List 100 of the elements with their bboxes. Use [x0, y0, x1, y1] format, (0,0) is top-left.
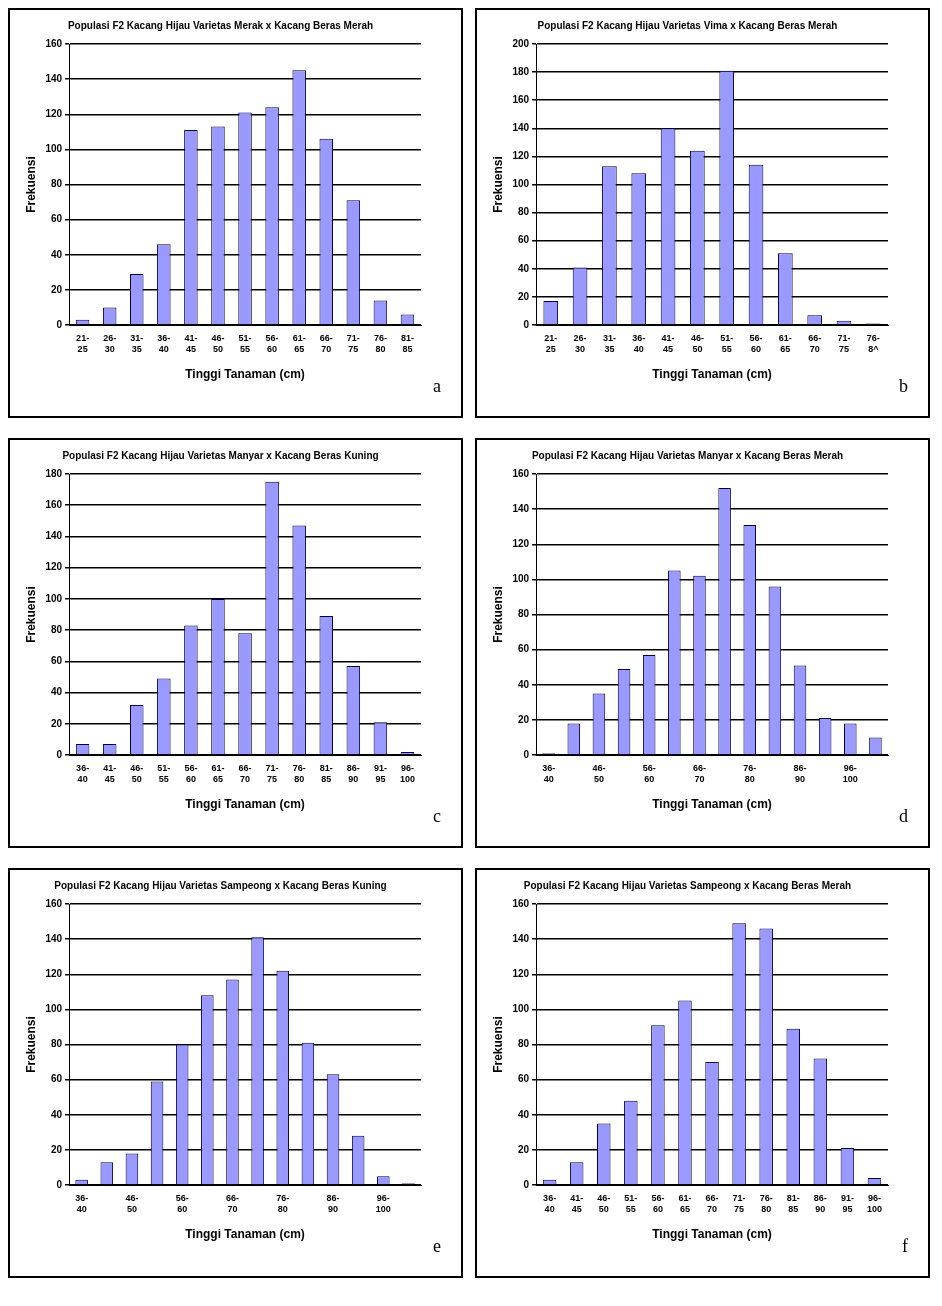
y-tick-label: 20 — [50, 283, 63, 295]
y-tick-label: 40 — [50, 1108, 63, 1120]
y-tick-label: 100 — [45, 592, 63, 604]
x-tick-label: 76-80 — [292, 762, 306, 784]
y-tick-label: 100 — [45, 143, 63, 155]
y-tick-label: 20 — [50, 717, 63, 729]
chart-title: Populasi F2 Kacang Hijau Varietas Sampeong x Kacang Beras Merah — [523, 879, 852, 891]
x-tick-label: 46-50 — [690, 332, 704, 354]
y-tick-label: 140 — [512, 932, 530, 944]
y-tick-label: 0 — [56, 748, 63, 760]
y-tick-label: 80 — [517, 1038, 530, 1050]
y-tick-label: 160 — [512, 467, 530, 479]
y-tick-label: 20 — [517, 713, 530, 725]
y-tick-label: 100 — [512, 573, 530, 585]
x-tick-label: 56-60 — [175, 1192, 189, 1214]
y-tick-label: 160 — [45, 37, 63, 49]
x-tick-label: 56-60 — [184, 762, 198, 784]
x-tick-label: 31-35 — [130, 332, 144, 354]
x-tick-label: 66-70 — [319, 332, 333, 354]
y-tick-label: 140 — [512, 502, 530, 514]
x-tick-label: 76-80 — [759, 1192, 773, 1214]
x-tick-label: 31-35 — [602, 332, 616, 354]
y-tick-label: 80 — [50, 623, 63, 635]
y-tick-label: 120 — [512, 538, 530, 549]
x-tick-label: 26-30 — [103, 332, 117, 354]
x-tick-label: 66-70 — [808, 332, 822, 354]
y-tick-label: 80 — [517, 608, 530, 620]
x-tick-label: 41-45 — [184, 332, 198, 354]
x-tick-label: 96-100 — [399, 762, 415, 784]
y-tick-label: 180 — [45, 467, 63, 479]
x-tick-label: 36-40 — [542, 762, 556, 784]
y-tick-label: 140 — [45, 72, 63, 84]
y-axis-title: Frekuensi — [23, 156, 38, 213]
x-tick-label: 71-75 — [265, 762, 279, 784]
y-tick-label: 40 — [517, 1108, 530, 1120]
x-tick-label: 56-60 — [265, 332, 279, 354]
x-tick-label: 91-95 — [840, 1192, 854, 1214]
x-tick-label: 96-100 — [842, 762, 858, 784]
y-tick-label: 120 — [45, 968, 63, 979]
x-tick-label: 46-50 — [130, 762, 144, 784]
y-tick-label: 160 — [512, 93, 530, 105]
y-tick-label: 120 — [45, 561, 63, 573]
text: f — [902, 1236, 908, 1256]
x-tick-label: 56-60 — [642, 762, 656, 784]
text: d — [899, 806, 908, 826]
x-axis-title: Tinggi Tanaman (cm) — [652, 1227, 772, 1242]
y-axis-title: Frekuensi — [490, 156, 505, 213]
x-tick-label: 46-50 — [211, 332, 225, 354]
x-axis-title: Tinggi Tanaman (cm) — [652, 797, 772, 812]
x-tick-label: 76-80 — [276, 1192, 290, 1214]
x-tick-label: 66-70 — [225, 1192, 239, 1214]
y-tick-label: 100 — [512, 1003, 530, 1015]
x-tick-label: 86-90 — [346, 762, 360, 784]
x-tick-label: 21-25 — [76, 332, 90, 354]
x-tick-label: 81-85 — [400, 332, 414, 354]
x-tick-label: 96-100 — [866, 1192, 882, 1214]
x-tick-label: 71-75 — [732, 1192, 746, 1214]
x-tick-label: 86-90 — [813, 1192, 827, 1214]
x-tick-label: 61-65 — [778, 332, 792, 354]
x-tick-label: 61-65 — [292, 332, 306, 354]
y-tick-label: 20 — [517, 290, 530, 302]
x-tick-label: 51-55 — [624, 1192, 638, 1214]
x-tick-label: 76-80 — [743, 762, 757, 784]
x-tick-label: 86-90 — [326, 1192, 340, 1214]
text: b — [899, 376, 908, 396]
x-tick-label: 71-75 — [837, 332, 851, 354]
x-tick-label: 66-70 — [238, 762, 252, 784]
y-tick-label: 40 — [517, 262, 530, 274]
chart-title: Populasi F2 Kacang Hijau Varietas Vima x Kacang Beras Merah — [537, 19, 838, 31]
x-tick-label: 66-70 — [705, 1192, 719, 1214]
x-tick-label: 36-40 — [75, 1192, 89, 1214]
x-tick-label: 61-65 — [211, 762, 225, 784]
text: c — [433, 806, 441, 826]
y-axis-title: Frekuensi — [23, 1016, 38, 1073]
x-tick-label: 46-50 — [592, 762, 606, 784]
y-axis-title: Frekuensi — [490, 1016, 505, 1073]
y-tick-label: 60 — [50, 1073, 63, 1085]
y-tick-label: 0 — [523, 318, 530, 330]
y-tick-label: 140 — [45, 932, 63, 944]
y-tick-label: 120 — [45, 108, 63, 119]
y-tick-label: 80 — [50, 1038, 63, 1050]
chart-title: Populasi F2 Kacang Hijau Varietas Manyar x Kacang Beras Kuning — [62, 449, 379, 461]
x-tick-label: 21-25 — [544, 332, 558, 354]
y-tick-label: 140 — [512, 122, 530, 134]
y-tick-label: 60 — [517, 1073, 530, 1085]
x-axis-title: Tinggi Tanaman (cm) — [652, 367, 772, 382]
chart-title: Populasi F2 Kacang Hijau Varietas Merak x Kacang Beras Merah — [67, 19, 374, 31]
text: a — [433, 376, 441, 396]
y-tick-label: 100 — [45, 1003, 63, 1015]
y-tick-label: 100 — [512, 178, 530, 190]
y-tick-label: 40 — [50, 248, 63, 260]
y-tick-label: 60 — [517, 643, 530, 655]
x-tick-label: 81-85 — [319, 762, 333, 784]
y-tick-label: 60 — [50, 655, 63, 667]
y-axis-title: Frekuensi — [490, 586, 505, 643]
chart-title: Populasi F2 Kacang Hijau Varietas Sampeong x Kacang Beras Kuning — [54, 879, 387, 891]
y-tick-label: 0 — [523, 748, 530, 760]
y-tick-label: 0 — [56, 318, 63, 330]
text: e — [433, 1236, 441, 1256]
x-tick-label: 61-65 — [678, 1192, 692, 1214]
